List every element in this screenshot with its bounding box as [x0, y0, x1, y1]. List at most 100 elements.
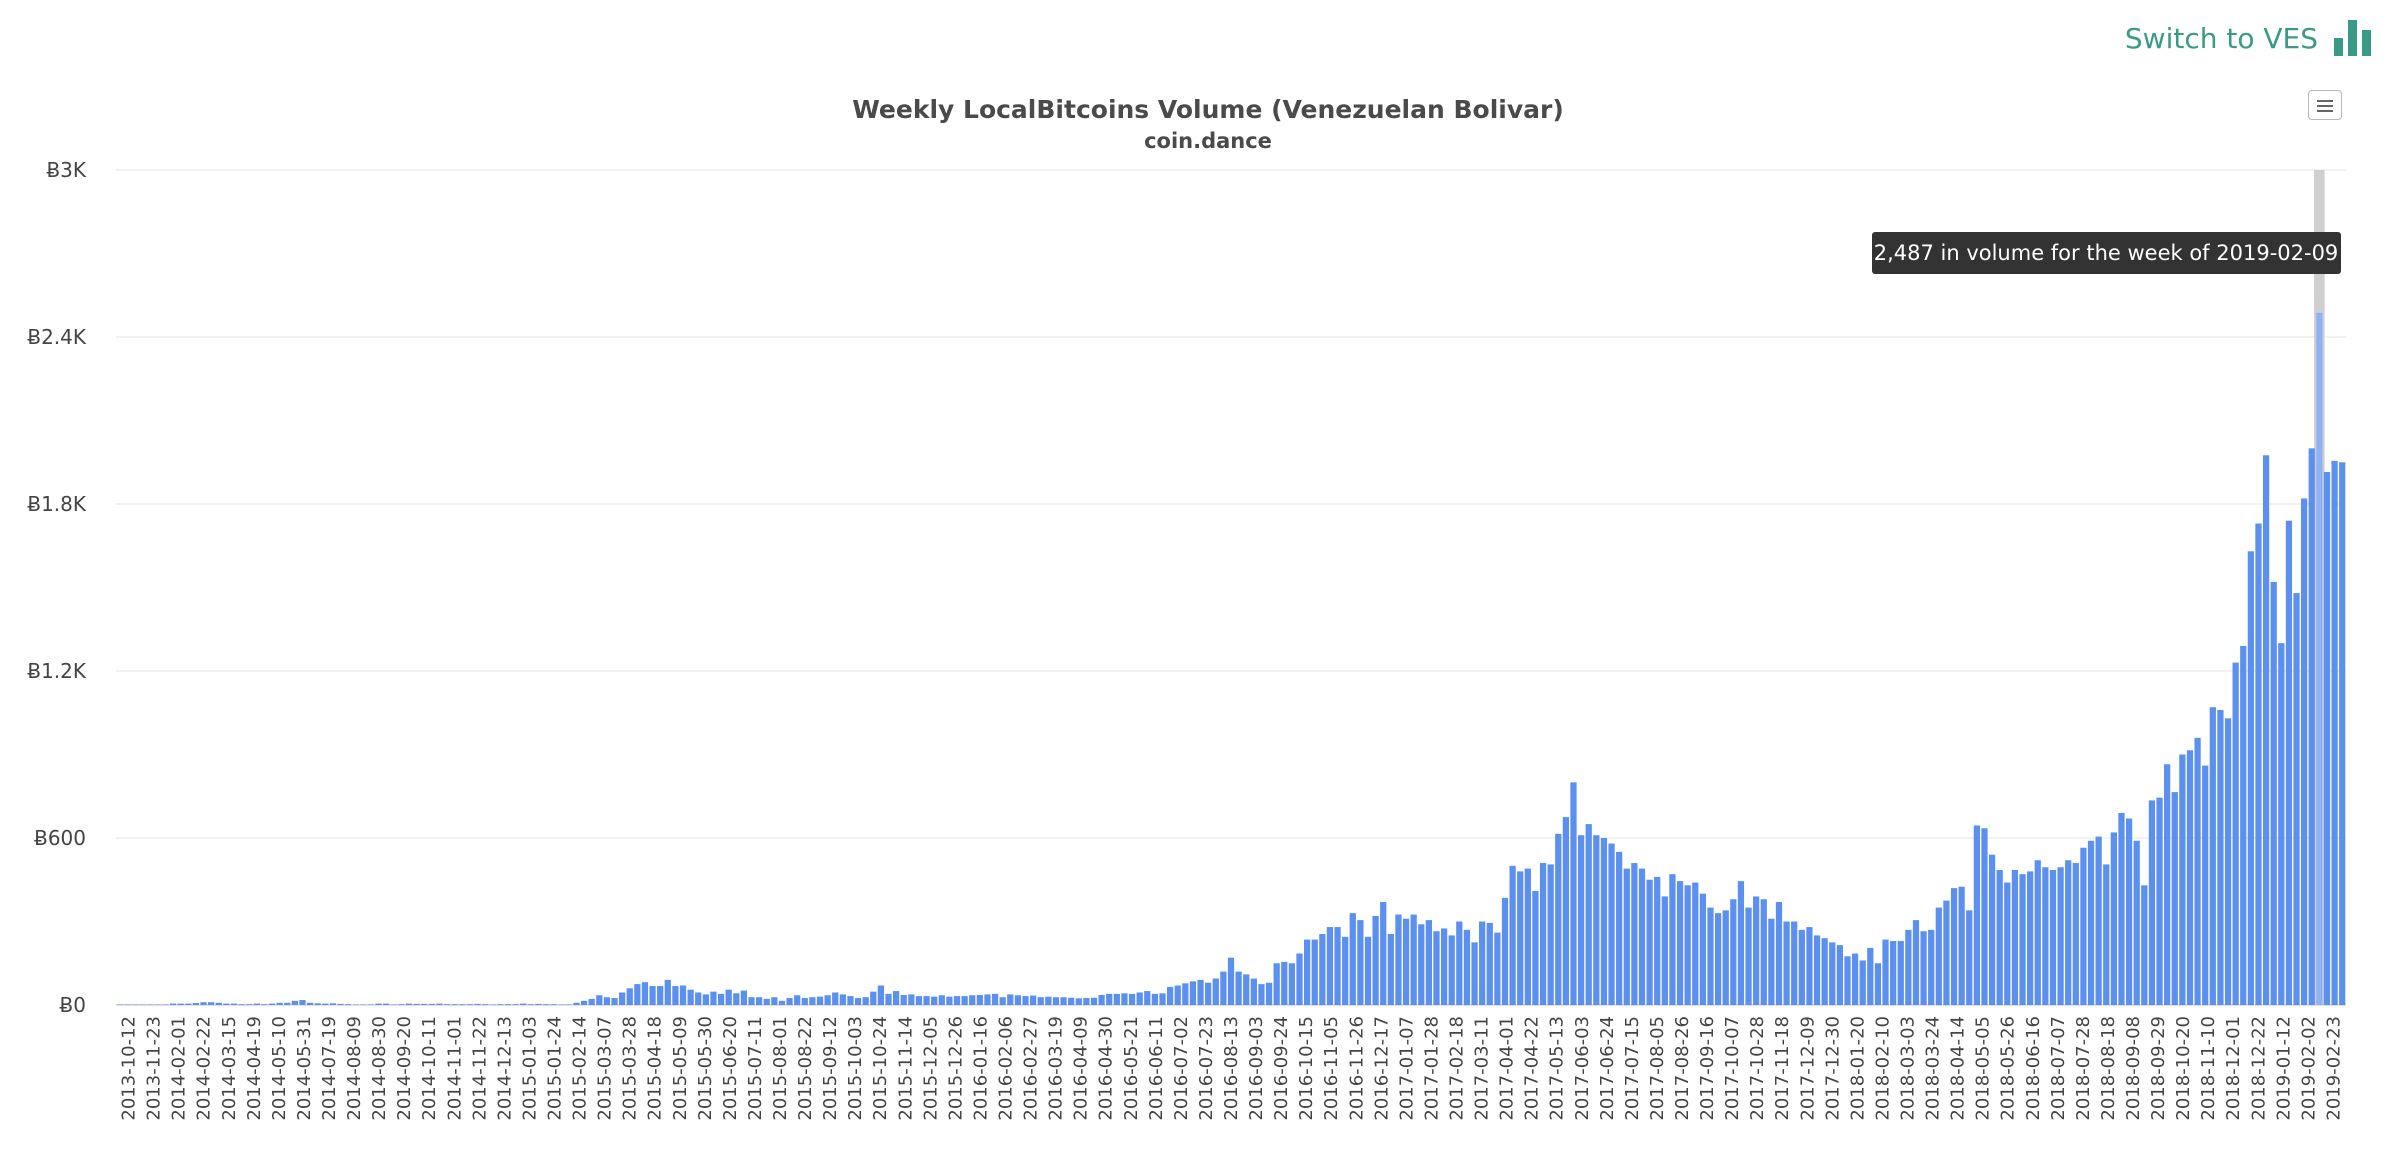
bar[interactable] — [580, 1000, 588, 1005]
bar[interactable] — [1121, 993, 1128, 1005]
bar[interactable] — [862, 997, 869, 1005]
bar[interactable] — [1707, 907, 1714, 1005]
bar[interactable] — [931, 996, 938, 1005]
bar[interactable] — [588, 998, 595, 1005]
bar[interactable] — [626, 988, 633, 1005]
bar[interactable] — [2339, 462, 2346, 1005]
bar[interactable] — [527, 1004, 534, 1005]
bar[interactable] — [131, 1004, 139, 1005]
bar[interactable] — [1547, 864, 1554, 1005]
bar[interactable] — [740, 990, 748, 1005]
bar[interactable] — [1319, 934, 1326, 1005]
bar[interactable] — [649, 986, 656, 1005]
bar[interactable] — [1806, 927, 1813, 1005]
bar[interactable] — [2293, 593, 2300, 1005]
bar[interactable] — [984, 994, 991, 1005]
bar[interactable] — [116, 1004, 123, 1005]
bar[interactable] — [725, 989, 732, 1005]
bar[interactable] — [1380, 902, 1387, 1005]
bar[interactable] — [847, 996, 854, 1005]
bar[interactable] — [1897, 940, 1904, 1005]
bar[interactable] — [1760, 899, 1767, 1005]
bar[interactable] — [953, 996, 961, 1005]
bar[interactable] — [2042, 867, 2049, 1005]
bar[interactable] — [611, 998, 618, 1005]
bar[interactable] — [2301, 498, 2308, 1005]
bar[interactable] — [246, 1004, 253, 1005]
bar[interactable] — [2034, 860, 2041, 1005]
bar[interactable] — [1714, 913, 1722, 1005]
bar[interactable] — [1402, 918, 1410, 1005]
bar[interactable] — [1600, 838, 1608, 1005]
bar[interactable] — [1303, 939, 1311, 1005]
bar[interactable] — [1174, 985, 1181, 1005]
bar[interactable] — [185, 1003, 192, 1005]
bar[interactable] — [1258, 984, 1265, 1005]
bar[interactable] — [1486, 922, 1493, 1005]
bar[interactable] — [1433, 931, 1440, 1005]
bar[interactable] — [1098, 994, 1105, 1005]
bar[interactable] — [2262, 455, 2270, 1006]
bar[interactable] — [1479, 921, 1486, 1006]
bar[interactable] — [284, 1002, 291, 1005]
bar[interactable] — [1456, 921, 1463, 1006]
bar[interactable] — [885, 993, 892, 1005]
bar[interactable] — [1737, 881, 1745, 1005]
bar[interactable] — [1037, 997, 1044, 1005]
bar[interactable] — [459, 1004, 466, 1005]
bar[interactable] — [1189, 981, 1197, 1005]
bar[interactable] — [2133, 840, 2140, 1005]
bar[interactable] — [1471, 942, 1478, 1005]
bar[interactable] — [1395, 914, 1402, 1005]
bar[interactable] — [1775, 902, 1783, 1005]
bar[interactable] — [1357, 920, 1364, 1005]
bar[interactable] — [702, 994, 709, 1005]
bar[interactable] — [1166, 986, 1174, 1005]
bar[interactable] — [1311, 939, 1318, 1005]
bar[interactable] — [512, 1004, 519, 1005]
bar[interactable] — [1829, 942, 1836, 1005]
bar[interactable] — [177, 1003, 184, 1005]
bar[interactable] — [482, 1004, 489, 1005]
bar[interactable] — [1753, 896, 1760, 1005]
bar[interactable] — [1722, 910, 1729, 1005]
bar[interactable] — [314, 1003, 321, 1005]
bar[interactable] — [1014, 995, 1022, 1005]
bar[interactable] — [1783, 921, 1790, 1006]
bar[interactable] — [375, 1003, 382, 1005]
bar[interactable] — [1524, 868, 1531, 1005]
bar[interactable] — [1791, 921, 1798, 1006]
bar[interactable] — [169, 1003, 177, 1005]
bar[interactable] — [999, 997, 1006, 1005]
bar[interactable] — [1745, 907, 1752, 1005]
bar[interactable] — [1699, 893, 1706, 1005]
bar[interactable] — [1364, 936, 1372, 1005]
bar[interactable] — [969, 995, 976, 1005]
bar[interactable] — [672, 986, 679, 1005]
bar[interactable] — [154, 1004, 161, 1005]
bar[interactable] — [1517, 871, 1524, 1005]
bar[interactable] — [139, 1004, 146, 1005]
bar[interactable] — [1463, 929, 1471, 1005]
bar[interactable] — [1068, 997, 1075, 1005]
bar[interactable] — [208, 1002, 215, 1005]
bar[interactable] — [497, 1004, 504, 1005]
bar[interactable] — [1669, 874, 1676, 1005]
bar[interactable] — [2224, 718, 2232, 1005]
bar[interactable] — [2209, 707, 2216, 1005]
bar[interactable] — [2323, 471, 2331, 1005]
bar[interactable] — [1943, 900, 1950, 1005]
bar[interactable] — [634, 984, 641, 1005]
bar[interactable] — [824, 995, 831, 1005]
bar[interactable] — [839, 994, 846, 1005]
bar[interactable] — [2194, 737, 2201, 1005]
bar[interactable] — [1608, 843, 1615, 1005]
bar[interactable] — [466, 1004, 474, 1005]
bar[interactable] — [322, 1003, 329, 1005]
bar[interactable] — [1539, 863, 1547, 1005]
bar[interactable] — [748, 997, 755, 1005]
bar[interactable] — [1631, 863, 1638, 1005]
bar[interactable] — [1890, 940, 1897, 1005]
bar[interactable] — [1022, 996, 1029, 1005]
bar[interactable] — [489, 1004, 496, 1005]
